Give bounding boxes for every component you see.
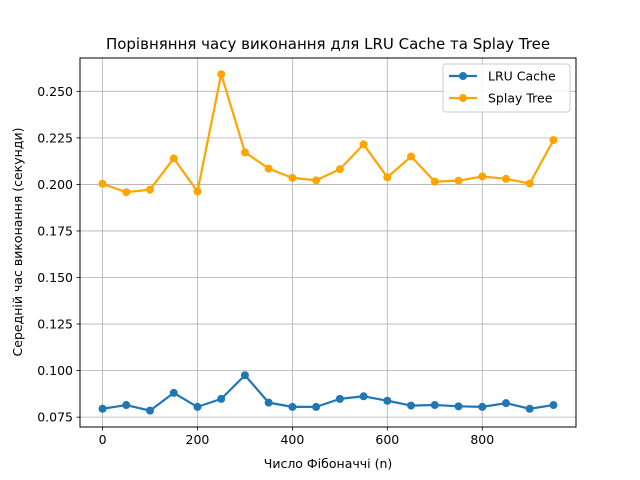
data-point-splay-tree [335,165,344,174]
chart-title: Порівняння часу виконання для LRU Cache … [106,35,550,53]
data-point-splay-tree [240,148,249,157]
y-tick-label: 0.175 [37,223,73,238]
data-point-lru-cache [122,401,131,410]
data-point-lru-cache [501,399,510,408]
y-tick-label: 0.150 [37,270,73,285]
data-point-lru-cache [478,402,487,411]
axis-ticks: 0 200 400 600 800 0.075 0.100 0.125 0.150 0.175 0.… [37,84,494,447]
data-point-lru-cache [240,371,249,380]
data-point-lru-cache [288,402,297,411]
y-axis-label: Середній час виконання (секунди) [10,128,25,357]
y-tick-label: 0.225 [37,130,73,145]
x-tick-label: 800 [470,432,494,447]
x-axis-label: Число Фібоначчі (n) [264,456,393,471]
data-point-splay-tree [193,187,202,196]
y-tick-label: 0.250 [37,84,73,99]
data-point-splay-tree [501,174,510,183]
data-point-lru-cache [525,404,534,413]
y-tick-label: 0.200 [37,177,73,192]
data-point-lru-cache [217,394,226,403]
series-layer [98,70,558,415]
data-point-splay-tree [146,185,155,194]
data-point-lru-cache [407,401,416,410]
data-point-lru-cache [193,402,202,411]
series-line-splay-tree [102,73,555,194]
data-point-splay-tree [98,179,107,188]
y-tick-label: 0.075 [37,410,73,425]
data-point-lru-cache [549,401,558,410]
data-point-splay-tree [312,176,321,185]
data-point-splay-tree [478,172,487,181]
legend-label-lru-cache: LRU Cache [488,69,556,84]
legend: LRU Cache Splay Tree [442,63,571,113]
grid-lines [80,58,576,427]
legend-marker-splay-tree [459,94,467,102]
data-point-lru-cache [146,406,155,415]
y-tick-label: 0.100 [37,363,73,378]
data-point-splay-tree [549,136,558,145]
legend-marker-lru-cache [459,72,467,80]
legend-label-splay-tree: Splay Tree [488,91,553,106]
data-point-lru-cache [335,394,344,403]
data-point-splay-tree [525,179,534,188]
data-point-lru-cache [430,401,439,410]
data-point-splay-tree [264,164,273,173]
data-point-splay-tree [407,152,416,161]
data-point-splay-tree [383,173,392,182]
plot-frame [79,57,577,428]
y-tick-label: 0.125 [37,317,73,332]
x-tick-label: 0 [99,432,107,447]
data-point-splay-tree [122,188,131,197]
data-point-lru-cache [98,404,107,413]
data-point-splay-tree [217,70,226,79]
data-point-lru-cache [454,402,463,411]
series-splay-tree [98,70,558,197]
data-point-splay-tree [454,176,463,185]
data-point-lru-cache [312,402,321,411]
data-point-lru-cache [169,388,178,397]
data-point-splay-tree [359,140,368,149]
data-point-splay-tree [430,177,439,186]
x-tick-label: 400 [280,432,304,447]
data-point-splay-tree [169,154,178,163]
series-lru-cache [98,371,558,415]
x-tick-label: 600 [375,432,399,447]
data-point-lru-cache [264,398,273,407]
data-point-lru-cache [383,396,392,405]
x-tick-label: 200 [186,432,210,447]
data-point-lru-cache [359,392,368,401]
data-point-splay-tree [288,173,297,182]
